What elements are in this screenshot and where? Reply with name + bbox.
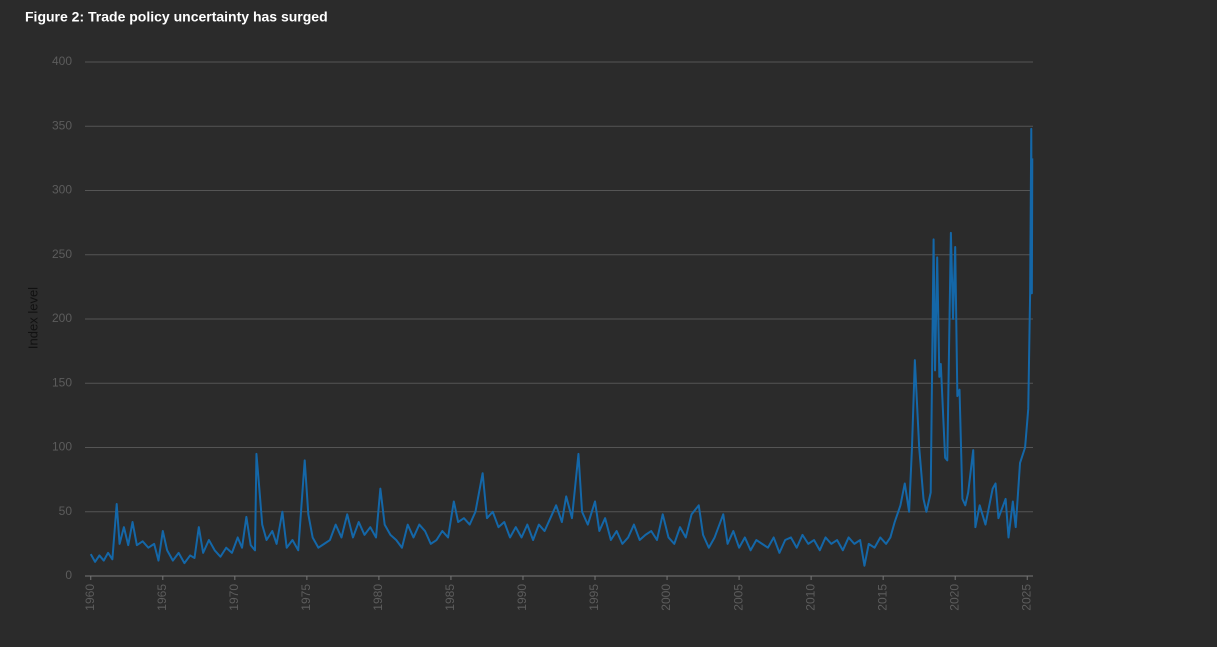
x-tick-label: 2005: [731, 584, 745, 611]
x-tick-label: 1985: [443, 584, 457, 611]
y-tick-label: 0: [65, 568, 72, 582]
x-tick-label: 1960: [83, 584, 97, 611]
x-tick-label: 1965: [155, 584, 169, 611]
x-tick-label: 1970: [227, 584, 241, 611]
x-tick-label: 1995: [587, 584, 601, 611]
y-tick-label: 350: [52, 118, 72, 132]
x-tick-label: 2000: [659, 584, 673, 611]
y-axis-label: Index level: [25, 287, 40, 349]
x-tick-label: 1990: [515, 584, 529, 611]
x-tick-label: 2010: [803, 584, 817, 611]
x-tick-label: 1980: [371, 584, 385, 611]
chart-title: Figure 2: Trade policy uncertainty has s…: [25, 9, 328, 25]
x-tick-label: 1975: [299, 584, 313, 611]
y-tick-label: 150: [52, 375, 72, 389]
y-tick-label: 200: [52, 311, 72, 325]
x-tick-label: 2020: [947, 584, 961, 611]
y-tick-label: 300: [52, 183, 72, 197]
y-tick-label: 50: [59, 504, 73, 518]
line-series: [89, 127, 1034, 567]
x-tick-label: 2015: [875, 584, 889, 611]
y-tick-label: 100: [52, 440, 72, 454]
x-tick-label: 2025: [1019, 584, 1033, 611]
y-tick-label: 250: [52, 247, 72, 261]
y-tick-label: 400: [52, 54, 72, 68]
